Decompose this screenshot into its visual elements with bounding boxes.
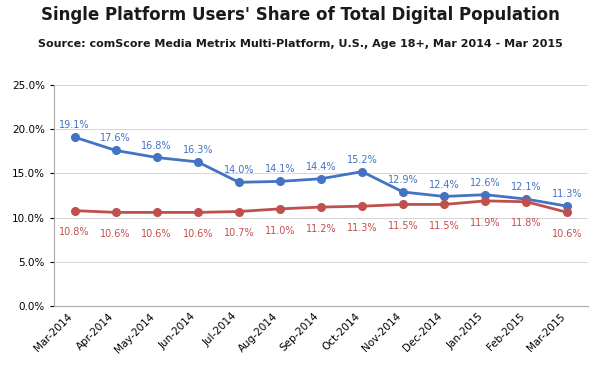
Text: 19.1%: 19.1% — [59, 120, 90, 130]
Text: 11.3%: 11.3% — [347, 223, 377, 233]
Text: 12.9%: 12.9% — [388, 175, 418, 185]
Mobile-Only % — [112, 210, 119, 215]
Text: Source: comScore Media Metrix Multi-Platform, U.S., Age 18+, Mar 2014 - Mar 2015: Source: comScore Media Metrix Multi-Plat… — [38, 39, 562, 49]
Text: 14.4%: 14.4% — [306, 162, 336, 172]
Desktop-Only % — [564, 204, 571, 208]
Mobile-Only % — [71, 208, 78, 213]
Line: Desktop-Only %: Desktop-Only % — [71, 133, 571, 210]
Text: 16.8%: 16.8% — [142, 141, 172, 151]
Mobile-Only % — [317, 205, 325, 209]
Text: 14.0%: 14.0% — [224, 165, 254, 175]
Mobile-Only % — [523, 200, 530, 204]
Text: 11.9%: 11.9% — [470, 218, 500, 228]
Text: 17.6%: 17.6% — [100, 134, 131, 144]
Mobile-Only % — [277, 207, 284, 211]
Text: 10.6%: 10.6% — [100, 229, 131, 239]
Desktop-Only % — [71, 135, 78, 139]
Text: 10.7%: 10.7% — [224, 228, 254, 238]
Mobile-Only % — [564, 210, 571, 215]
Text: 12.4%: 12.4% — [429, 179, 460, 190]
Text: 11.2%: 11.2% — [305, 224, 337, 234]
Mobile-Only % — [400, 202, 407, 207]
Line: Mobile-Only %: Mobile-Only % — [71, 197, 571, 216]
Mobile-Only % — [235, 209, 242, 214]
Desktop-Only % — [112, 148, 119, 153]
Desktop-Only % — [235, 180, 242, 184]
Desktop-Only % — [523, 197, 530, 201]
Desktop-Only % — [277, 179, 284, 184]
Mobile-Only % — [440, 202, 448, 207]
Desktop-Only % — [317, 176, 325, 181]
Desktop-Only % — [440, 194, 448, 199]
Desktop-Only % — [194, 160, 202, 164]
Text: 11.5%: 11.5% — [429, 221, 460, 231]
Text: 15.2%: 15.2% — [347, 155, 377, 165]
Text: 11.3%: 11.3% — [552, 189, 583, 199]
Text: 11.0%: 11.0% — [265, 225, 295, 235]
Text: 16.3%: 16.3% — [182, 145, 213, 155]
Text: 11.8%: 11.8% — [511, 218, 542, 228]
Text: 10.6%: 10.6% — [552, 229, 583, 239]
Text: 12.1%: 12.1% — [511, 182, 542, 192]
Text: 10.6%: 10.6% — [182, 229, 213, 239]
Desktop-Only % — [482, 193, 489, 197]
Mobile-Only % — [194, 210, 202, 215]
Mobile-Only % — [358, 204, 365, 208]
Text: 14.1%: 14.1% — [265, 165, 295, 175]
Desktop-Only % — [358, 169, 365, 174]
Text: 10.6%: 10.6% — [142, 229, 172, 239]
Text: Single Platform Users' Share of Total Digital Population: Single Platform Users' Share of Total Di… — [41, 6, 559, 24]
Text: 12.6%: 12.6% — [470, 178, 500, 188]
Text: 11.5%: 11.5% — [388, 221, 418, 231]
Desktop-Only % — [400, 190, 407, 194]
Mobile-Only % — [153, 210, 160, 215]
Text: 10.8%: 10.8% — [59, 227, 90, 237]
Mobile-Only % — [482, 199, 489, 203]
Desktop-Only % — [153, 155, 160, 160]
